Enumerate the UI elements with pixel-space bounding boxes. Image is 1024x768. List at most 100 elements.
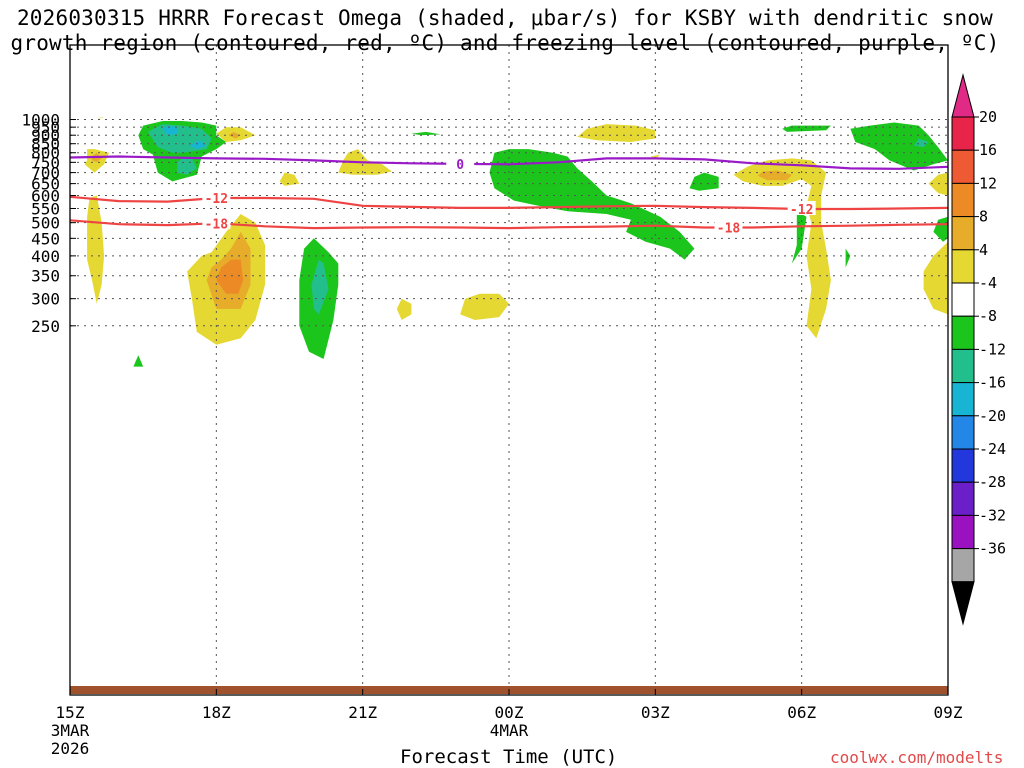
colorbar-swatch-13	[951, 548, 975, 583]
colorbar-label-4: 4	[979, 241, 988, 259]
omega-region-32	[782, 125, 831, 132]
colorbar-label-3: 8	[979, 208, 988, 226]
omega-region-0	[94, 116, 105, 120]
xtick-label-03Z: 03Z	[641, 703, 670, 722]
ytick-label-650: 650	[31, 175, 60, 194]
ytick-label-500: 500	[31, 214, 60, 233]
omega-region-11	[396, 298, 412, 320]
omega-region-3	[87, 195, 105, 304]
ytick-label-600: 600	[31, 187, 60, 206]
colorbar-label-8: -16	[979, 374, 1006, 392]
ytick-label-750: 750	[31, 153, 60, 172]
title-line-1: 2026030315 HRRR Forecast Omega (shaded, …	[16, 6, 994, 30]
colorbar-swatch-5	[951, 282, 975, 317]
ytick-label-700: 700	[31, 164, 60, 183]
contour-label-bg-4	[446, 155, 475, 170]
ytick-label-900: 900	[31, 126, 60, 145]
colorbar-top-triangle	[951, 73, 975, 118]
colorbar-swatch-11	[951, 481, 975, 516]
contour-label-bg-3	[787, 201, 816, 216]
contour-line-2	[69, 155, 949, 170]
omega-region-27	[411, 131, 441, 136]
omega-shading	[84, 116, 948, 367]
colorbar: 20 16 12 8 4 -4 -8 -12 -16 -20 -24 -28 -32 -36	[951, 73, 1006, 626]
colorbar-label-1: 16	[979, 141, 997, 159]
omega-region-13	[577, 124, 656, 142]
contour-label-bg-2	[202, 190, 231, 205]
contour-label-bg-1	[714, 219, 743, 234]
colorbar-label-7: -12	[979, 340, 1006, 358]
omega-region-6	[216, 259, 244, 294]
ytick-label-350: 350	[31, 267, 60, 286]
ytick-label-550: 550	[31, 199, 60, 218]
colorbar-label-12: -32	[979, 506, 1006, 524]
omega-region-30	[845, 248, 851, 268]
xtick-date-00Z: 4MAR	[490, 721, 529, 740]
ytick-label-850: 850	[31, 135, 60, 154]
colorbar-label-13: -36	[979, 540, 1006, 558]
colorbar-swatch-8	[951, 382, 975, 417]
xtick-year-15Z: 2026	[51, 739, 90, 758]
xtick-label-09Z: 09Z	[934, 703, 963, 722]
colorbar-label-5: -4	[979, 274, 997, 292]
contour-label-1: -18	[717, 222, 741, 237]
omega-region-15	[733, 158, 831, 339]
colorbar-swatch-2	[951, 182, 975, 218]
ytick-label-300: 300	[31, 290, 60, 309]
credit-link[interactable]: coolwx.com/modelts	[830, 748, 1004, 767]
contour-label-bg-0	[202, 215, 231, 230]
colorbar-swatch-7	[951, 348, 975, 384]
colorbar-swatch-10	[951, 448, 975, 483]
colorbar-label-0: 20	[979, 108, 997, 126]
contour-label-0: -18	[205, 217, 229, 232]
colorbar-swatch-12	[951, 514, 975, 550]
ytick-label-800: 800	[31, 144, 60, 163]
ytick-label-450: 450	[31, 229, 60, 248]
ytick-label-400: 400	[31, 247, 60, 266]
colorbar-swatch-6	[951, 315, 975, 350]
omega-region-34	[913, 138, 929, 148]
contour-label-2: -12	[205, 192, 228, 207]
colorbar-swatch-0	[951, 116, 975, 151]
x-axis-label: Forecast Time (UTC)	[400, 746, 618, 768]
colorbar-label-10: -24	[979, 440, 1006, 458]
colorbar-swatch-1	[951, 149, 975, 184]
ytick-label-950: 950	[31, 118, 60, 137]
colorbar-swatch-9	[951, 415, 975, 450]
y-axis-ticks: 250 300 3504004505005506006507007508008509…	[21, 111, 76, 336]
omega-region-8	[228, 131, 241, 139]
ytick-label-1000: 1000	[21, 111, 60, 130]
omega-region-23	[189, 140, 207, 150]
contour-label-4: 0	[456, 158, 464, 173]
xtick-label-18Z: 18Z	[202, 703, 231, 722]
xtick-label-21Z: 21Z	[348, 703, 377, 722]
chart-title: 2026030315 HRRR Forecast Omega (shaded, …	[0, 6, 1010, 56]
omega-region-33	[850, 122, 948, 171]
colorbar-label-6: -8	[979, 307, 997, 325]
colorbar-swatch-4	[951, 249, 975, 284]
omega-region-19	[133, 355, 144, 367]
colorbar-swatch-3	[951, 216, 975, 251]
omega-region-26	[311, 259, 329, 315]
omega-region-9	[279, 172, 300, 186]
colorbar-bottom-triangle	[951, 581, 975, 626]
contour-label-3: -12	[790, 203, 813, 218]
omega-region-35	[933, 216, 948, 242]
omega-region-28	[489, 149, 695, 260]
omega-region-16	[757, 170, 792, 181]
omega-region-17	[923, 241, 948, 315]
title-line-2: growth region (contoured, red, ºC) and f…	[10, 31, 1000, 55]
xtick-label-00Z: 00Z	[495, 703, 524, 722]
colorbar-label-2: 12	[979, 174, 997, 192]
colorbar-label-11: -28	[979, 473, 1006, 491]
xtick-label-15Z: 15Z	[56, 703, 85, 722]
omega-region-12	[460, 293, 509, 320]
omega-region-31	[791, 211, 807, 264]
omega-region-24	[162, 125, 178, 136]
xtick-label-06Z: 06Z	[787, 703, 816, 722]
xtick-date-15Z: 3MAR	[51, 721, 90, 740]
ytick-label-250: 250	[31, 317, 60, 336]
contour-lines: -18 -18 -12 -12 0	[69, 155, 949, 237]
